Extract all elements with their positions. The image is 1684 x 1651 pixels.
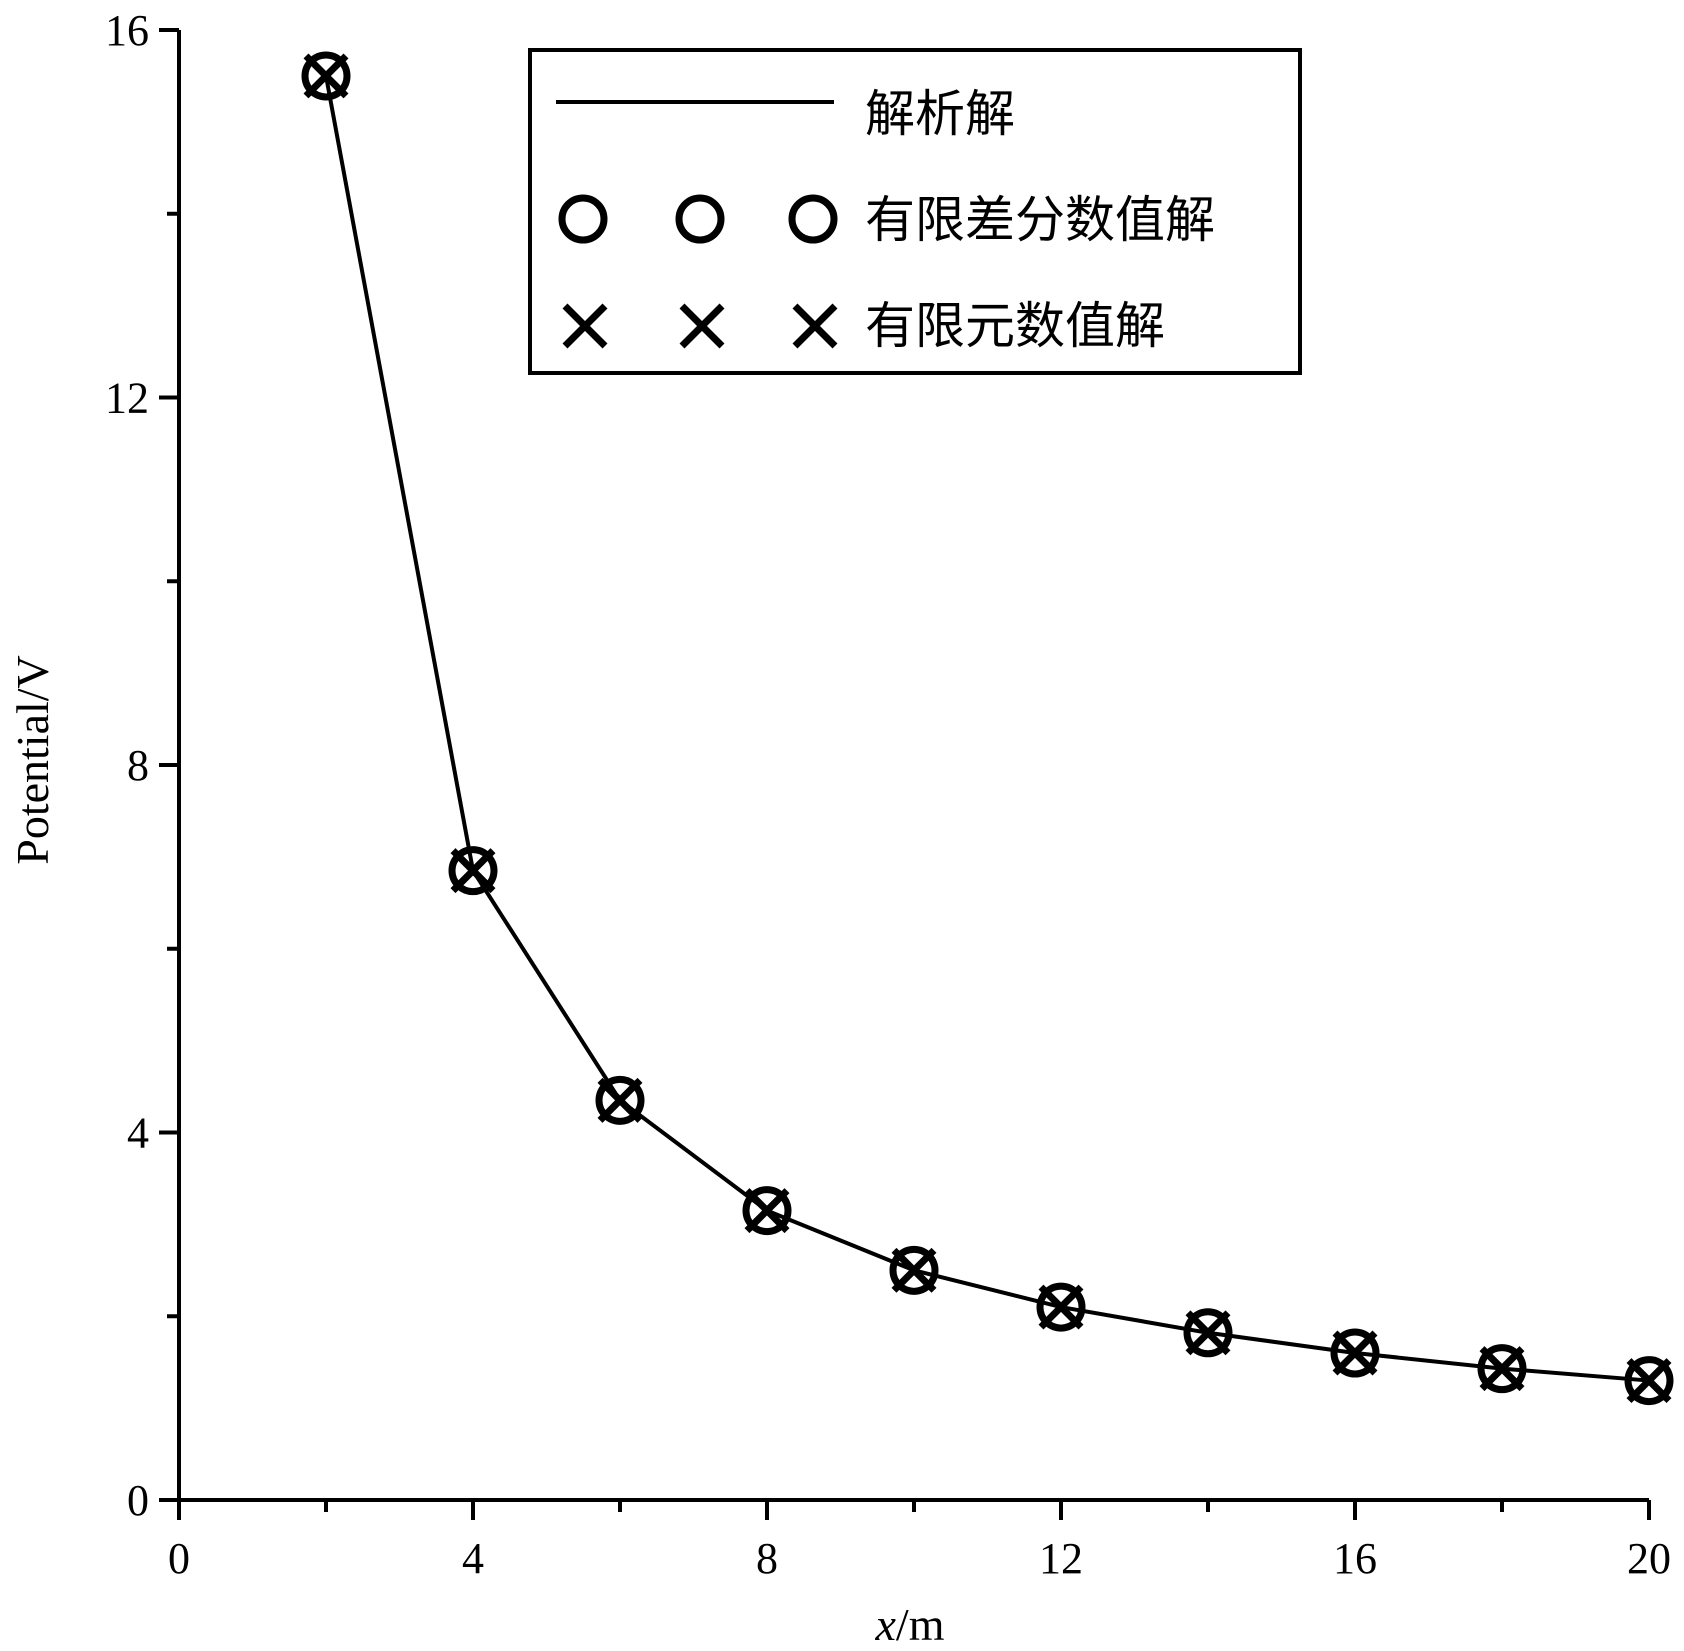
x-tick-label: 0: [168, 1534, 190, 1583]
cross-stroke: [1185, 1310, 1231, 1356]
y-tick-label: 8: [127, 741, 149, 790]
x-axis-title-unit: /m: [896, 1599, 945, 1650]
cross-stroke: [792, 303, 838, 349]
data-point-circle: [1624, 1356, 1674, 1406]
tick-marks: [159, 28, 1651, 1520]
data-point-circle: [889, 1245, 939, 1295]
legend-cross-swatch: [792, 303, 838, 349]
legend-circle-swatch: [675, 194, 725, 244]
legend-circle-swatch: [558, 194, 608, 244]
y-axis-title: Potential/V: [7, 655, 58, 865]
x-axis-title-var: x: [875, 1599, 897, 1650]
cross-stroke: [597, 1077, 643, 1123]
data-point-circle: [1330, 1328, 1380, 1378]
legend-symbol-circles: [558, 194, 838, 244]
y-tick-label: 0: [127, 1476, 149, 1525]
cross-stroke: [891, 1247, 937, 1293]
x-axis-title: x/m: [875, 1599, 945, 1650]
series-line-analytical: [324, 75, 1650, 1383]
legend-cross-swatch: [679, 303, 725, 349]
x-tick-label: 8: [756, 1534, 778, 1583]
legend-circle-swatch: [788, 194, 838, 244]
cross-stroke: [1479, 1346, 1525, 1392]
cross-stroke: [303, 53, 349, 99]
y-tick-label: 4: [127, 1109, 149, 1158]
data-point-cross: [891, 1247, 937, 1293]
cross-stroke: [1332, 1330, 1378, 1376]
data-point-cross: [597, 1077, 643, 1123]
cross-stroke: [744, 1188, 790, 1234]
data-point-cross: [744, 1188, 790, 1234]
legend-label-analytical: 解析解: [865, 85, 1015, 143]
legend-label-finite-difference: 有限差分数值解: [865, 191, 1215, 249]
legend: 解析解 有限差分数值解 有限元数值解: [528, 48, 1302, 375]
data-point-cross: [1185, 1310, 1231, 1356]
data-point-cross: [1626, 1358, 1672, 1404]
cross-stroke: [450, 848, 496, 894]
data-point-circle: [301, 51, 351, 101]
data-point-circle: [1183, 1308, 1233, 1358]
data-point-circle: [595, 1075, 645, 1125]
data-point-cross: [1038, 1284, 1084, 1330]
data-point-cross: [1479, 1346, 1525, 1392]
data-point-cross: [303, 53, 349, 99]
cross-stroke: [562, 303, 608, 349]
data-point-circle: [1477, 1344, 1527, 1394]
legend-label-finite-element: 有限元数值解: [865, 297, 1165, 355]
y-tick-label: 16: [105, 6, 149, 55]
data-point-circle: [1036, 1282, 1086, 1332]
series-layer: [301, 51, 1674, 1406]
x-tick-label: 12: [1039, 1534, 1083, 1583]
x-tick-label: 16: [1333, 1534, 1377, 1583]
cross-stroke: [679, 303, 725, 349]
data-point-cross: [450, 848, 496, 894]
x-tick-label: 20: [1627, 1534, 1671, 1583]
data-point-circle: [448, 846, 498, 896]
data-point-circle: [742, 1186, 792, 1236]
tick-labels: 0 4 8 12 16 20 0 4 8 12 16: [105, 6, 1671, 1583]
legend-symbol-crosses: [562, 303, 838, 349]
x-tick-label: 4: [462, 1534, 484, 1583]
y-tick-label: 12: [105, 374, 149, 423]
data-point-cross: [1332, 1330, 1378, 1376]
cross-stroke: [1038, 1284, 1084, 1330]
legend-cross-swatch: [562, 303, 608, 349]
cross-stroke: [1626, 1358, 1672, 1404]
